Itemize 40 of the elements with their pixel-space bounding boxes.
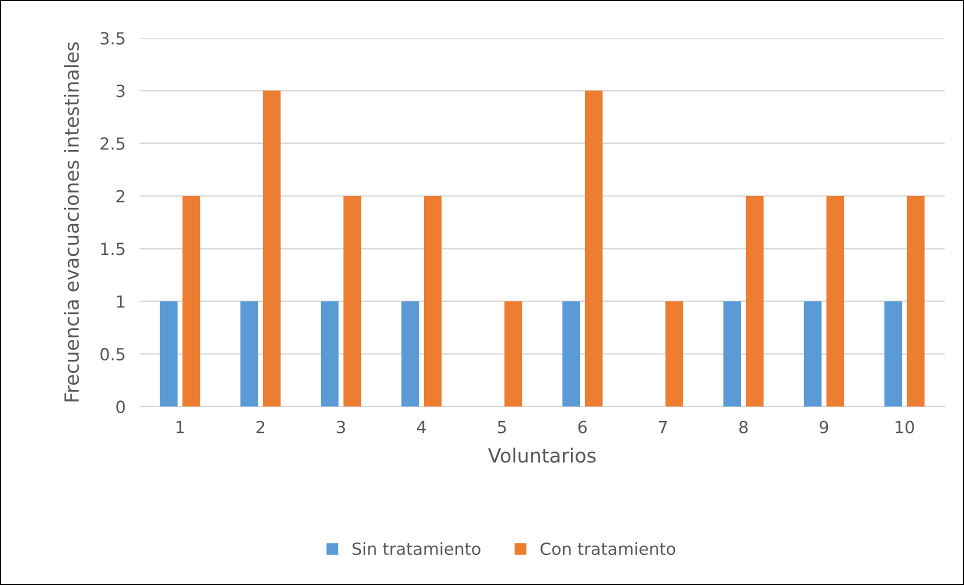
bar	[262, 90, 281, 407]
bar	[884, 301, 902, 407]
bar	[804, 301, 822, 407]
x-tick-label: 3	[336, 420, 345, 434]
bar	[504, 301, 522, 407]
x-tick-label: 10	[896, 420, 914, 434]
bar	[160, 301, 178, 407]
x-tick-label: 8	[739, 420, 748, 434]
bar	[320, 301, 339, 407]
y-tick-label: 1.5	[101, 242, 124, 256]
legend-label: Sin tratamiento	[352, 542, 480, 556]
bar	[182, 196, 200, 407]
y-tick-label: 1	[117, 295, 124, 308]
bar	[665, 301, 684, 407]
x-tick-label: 5	[498, 420, 506, 434]
x-tick-label: 6	[578, 420, 587, 434]
bar	[240, 301, 258, 407]
y-tick-label: 3	[116, 84, 125, 98]
bar	[343, 196, 362, 407]
bar	[826, 196, 844, 407]
bar	[906, 196, 925, 407]
x-tick-label: 2	[256, 420, 264, 434]
legend-label: Con tratamiento	[540, 542, 676, 556]
x-axis-title: Voluntarios	[488, 448, 596, 463]
y-tick-label: 0.5	[100, 348, 124, 360]
y-tick-label: 2.5	[100, 137, 124, 150]
bar	[746, 196, 764, 407]
y-axis-title: Frecuencia evacuaciones intestinales	[64, 42, 79, 402]
bar	[723, 301, 742, 407]
bar	[401, 301, 420, 407]
x-tick-label: 7	[659, 420, 667, 434]
x-tick-label: 1	[176, 420, 184, 434]
x-tick-label: 9	[820, 420, 828, 434]
x-tick-label: 4	[417, 420, 426, 434]
bar	[424, 196, 442, 407]
y-tick-label: 3.5	[100, 32, 124, 45]
bar	[584, 90, 603, 407]
y-tick-label: 2	[116, 190, 124, 202]
y-tick-label: 0	[116, 400, 125, 414]
bar	[562, 301, 580, 407]
